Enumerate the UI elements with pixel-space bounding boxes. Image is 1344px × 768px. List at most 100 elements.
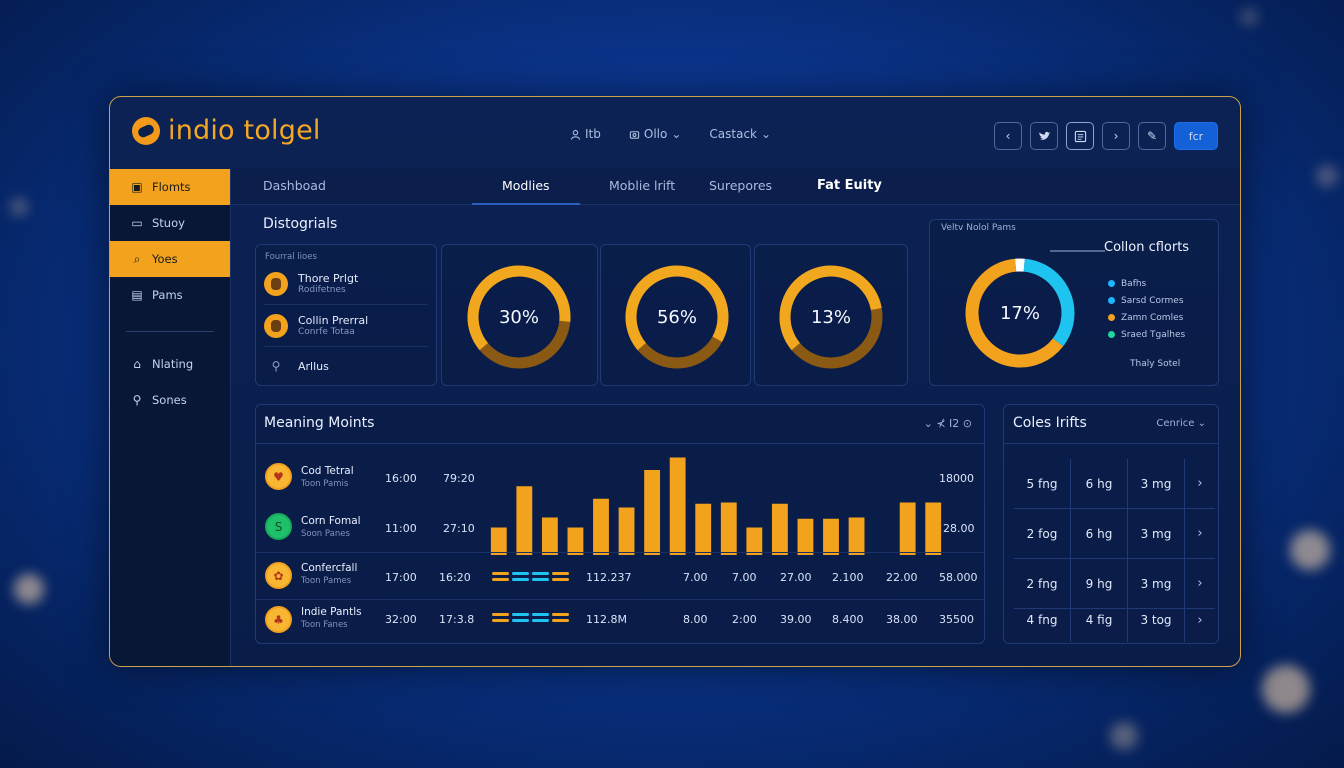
bar bbox=[899, 502, 916, 555]
avatar: ♥ bbox=[265, 463, 292, 490]
avatar: S bbox=[265, 513, 292, 540]
coles-panel: Coles Irifts Cenrice ⌄ 5 fng 6 hg 3 mg ›… bbox=[1003, 404, 1219, 644]
donut-chart: 13% bbox=[777, 263, 885, 371]
donut-card: 56% bbox=[600, 244, 751, 386]
sidebar-item-label: Nlating bbox=[152, 357, 194, 371]
logo-icon bbox=[132, 116, 160, 145]
back-button[interactable]: ‹ bbox=[994, 122, 1022, 150]
topnav-item-itb[interactable]: Itb bbox=[570, 127, 601, 141]
bird-icon bbox=[1038, 131, 1050, 140]
divider bbox=[256, 443, 984, 444]
topnav-item-castack[interactable]: Castack ⌄ bbox=[709, 127, 772, 141]
tab-dashboad[interactable]: Dashboad bbox=[263, 178, 326, 193]
header: indio tolgel Itb Ollo ⌄ Castack ⌄ ‹ bbox=[110, 97, 1240, 169]
row-chevron-icon[interactable]: › bbox=[1197, 612, 1203, 628]
donut-chart: 30% bbox=[465, 263, 573, 371]
pen-button[interactable]: ✎ bbox=[1138, 122, 1166, 150]
table-cell: 9 hg bbox=[1071, 559, 1128, 609]
sidebar-item-label: Sones bbox=[152, 393, 187, 407]
bar bbox=[925, 502, 942, 555]
bar bbox=[541, 517, 558, 555]
donut-graphic bbox=[625, 265, 729, 369]
sidebar-item-sones[interactable]: ⚲ Sones bbox=[110, 382, 230, 418]
legend-item: Zamn Comles bbox=[1108, 309, 1185, 326]
donut-graphic bbox=[779, 265, 883, 369]
monitor-icon: ▭ bbox=[131, 216, 143, 230]
callout-line bbox=[1050, 250, 1105, 252]
bar bbox=[516, 486, 533, 555]
donut-graphic bbox=[965, 258, 1075, 368]
legend-dot bbox=[1108, 314, 1115, 321]
person-pin-icon: ⚲ bbox=[132, 393, 142, 407]
table-cell: 6 hg bbox=[1071, 509, 1128, 559]
list-item[interactable]: Thore Prlgt Rodifetnes bbox=[264, 263, 428, 305]
list-item[interactable]: Collin Prerral Conrfe Totaa bbox=[264, 305, 428, 347]
toolbar: ‹ › ✎ fcr bbox=[994, 122, 1218, 150]
tab-surepores[interactable]: Surepores bbox=[709, 178, 773, 193]
panel-dropdown[interactable]: Cenrice ⌄ bbox=[1156, 418, 1206, 429]
legend-item: Sraed Tgalhes bbox=[1108, 326, 1185, 343]
pin-icon: ⚲ bbox=[271, 359, 281, 373]
bar bbox=[669, 457, 686, 555]
background-bokeh bbox=[1262, 665, 1310, 713]
table-row[interactable]: ♣ Indie Pantls Toon Fanes 32:00 17:3.8 1… bbox=[256, 600, 984, 646]
sidebar: ▣ Flomts ▭ Stuoy ⌕ Yoes ▤ Pams ⌂ Nlating… bbox=[110, 169, 231, 666]
table-row[interactable]: S Corn Fomal Soon Panes 11:00 27:10 28.0… bbox=[256, 507, 984, 553]
legend-item: Bafhs bbox=[1108, 275, 1185, 292]
sidebar-item-label: Yoes bbox=[152, 252, 178, 266]
panel-controls[interactable]: ⌄ ⊀ I2 ⊙ bbox=[923, 417, 972, 430]
donut-value: 30% bbox=[498, 306, 539, 328]
sidebar-item-pams[interactable]: ▤ Pams bbox=[110, 277, 230, 313]
background-bokeh bbox=[14, 574, 44, 604]
grid-button[interactable] bbox=[1066, 122, 1094, 150]
bar bbox=[695, 503, 712, 555]
list-header: Fourral lioes bbox=[265, 252, 317, 262]
row-chevron-icon[interactable]: › bbox=[1185, 509, 1215, 559]
row-chevron-icon[interactable]: › bbox=[1185, 559, 1215, 609]
legend-dot bbox=[1108, 297, 1115, 304]
bar bbox=[490, 527, 507, 555]
tab-fat-euity[interactable]: Fat Euity bbox=[817, 178, 882, 193]
building-icon: ⌂ bbox=[133, 357, 141, 371]
background-bokeh bbox=[1290, 530, 1330, 570]
donut-segment bbox=[965, 258, 1075, 368]
home-icon: ▣ bbox=[131, 180, 143, 194]
sidebar-item-flomts[interactable]: ▣ Flomts bbox=[110, 169, 230, 205]
sidebar-item-yoes[interactable]: ⌕ Yoes bbox=[110, 241, 230, 277]
sidebar-item-stuoy[interactable]: ▭ Stuoy bbox=[110, 205, 230, 241]
topnav-item-ollo[interactable]: Ollo ⌄ bbox=[629, 127, 682, 141]
twitter-button[interactable] bbox=[1030, 122, 1058, 150]
background-bokeh bbox=[10, 198, 28, 216]
bar bbox=[618, 507, 635, 555]
table-row[interactable]: ✿ Confercfall Toon Pames 17:00 16:20 112… bbox=[256, 554, 984, 600]
bar-chart bbox=[490, 457, 942, 555]
tab-modlies[interactable]: Modlies bbox=[472, 169, 580, 205]
tab-bar: Dashboad Modlies Moblie lrift Surepores … bbox=[231, 169, 1240, 205]
chevron-down-icon: ⌄ bbox=[671, 127, 682, 141]
list-item[interactable]: ⚲ Arllus bbox=[264, 345, 428, 387]
sidebar-item-nlating[interactable]: ⌂ Nlating bbox=[110, 346, 230, 382]
logo[interactable]: indio tolgel bbox=[132, 115, 321, 146]
bar bbox=[720, 502, 737, 555]
row-chevron-icon[interactable]: › bbox=[1185, 459, 1215, 509]
forward-button[interactable]: › bbox=[1102, 122, 1130, 150]
tab-moblie-lrift[interactable]: Moblie lrift bbox=[609, 178, 676, 193]
legend-dot bbox=[1108, 280, 1115, 287]
background-bokeh bbox=[1110, 722, 1138, 750]
search-icon: ⌕ bbox=[133, 251, 141, 266]
donut-value: 13% bbox=[810, 306, 851, 328]
panel-footer: Thaly Sotel bbox=[1130, 359, 1181, 369]
bar bbox=[644, 470, 661, 555]
table-cell: 3 mg bbox=[1128, 509, 1185, 559]
donut-card: 30% bbox=[441, 244, 598, 386]
table-row[interactable]: ♥ Cod Tetral Toon Pamis 16:00 79:20 1800… bbox=[256, 457, 984, 503]
sidebar-item-label: Flomts bbox=[152, 180, 191, 194]
table-cell: 3 tog bbox=[1128, 598, 1185, 642]
sidebar-item-label: Stuoy bbox=[152, 216, 185, 230]
bar bbox=[567, 527, 584, 555]
table-cell: 5 fng bbox=[1014, 459, 1071, 509]
primary-action-button[interactable]: fcr bbox=[1174, 122, 1218, 150]
table-cell: 2 fog bbox=[1014, 509, 1071, 559]
panel-title: Coles Irifts bbox=[1013, 415, 1087, 431]
donut-segment bbox=[965, 258, 1075, 368]
